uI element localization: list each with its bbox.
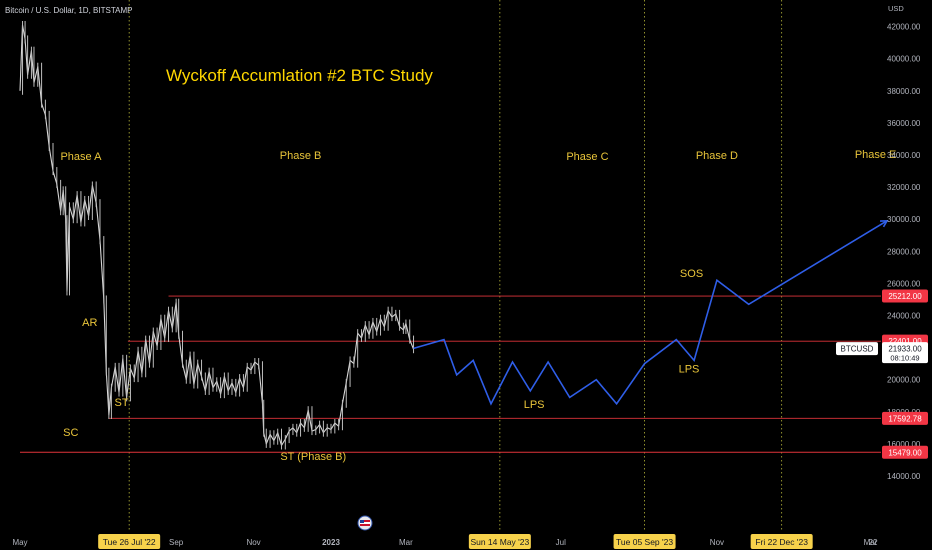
date-badge <box>98 534 161 549</box>
wyckoff-annotation: ST (Phase B) <box>280 451 346 463</box>
date-badge <box>468 534 531 549</box>
y-tick-label: 32000.00 <box>887 183 921 192</box>
projection-series <box>413 219 889 406</box>
phase-label: Phase E <box>855 149 897 161</box>
y-tick-label: 36000.00 <box>887 119 921 128</box>
chart-title: Wyckoff Accumlation #2 BTC Study <box>166 66 433 85</box>
vertical-markers <box>128 0 783 531</box>
level-badge <box>882 289 928 303</box>
x-tick-label: Nov <box>710 538 724 547</box>
wyckoff-annotation: LPS <box>524 399 545 411</box>
date-badge-label: Fri 22 Dec '23 <box>755 537 808 547</box>
y-tick-label: 20000.00 <box>887 376 921 385</box>
wyckoff-annotation: SOS <box>680 268 703 280</box>
wyckoff-annotation: LPS <box>679 363 700 375</box>
date-badge-label: Tue 26 Jul '22 <box>103 537 156 547</box>
phase-label: Phase A <box>60 151 102 163</box>
x-tick-label: Nov <box>246 538 260 547</box>
annotations: Phase A Phase B Phase C Phase D Phase E AR ST S… <box>60 149 896 463</box>
x-tick-label: 2023 <box>322 538 340 547</box>
projection-line <box>413 220 888 406</box>
wyckoff-annotation: ST <box>115 397 129 409</box>
flag-icon[interactable] <box>357 515 373 531</box>
phase-label: Phase D <box>696 150 738 162</box>
price-line <box>19 24 415 447</box>
wyckoff-annotation: SC <box>63 427 78 439</box>
x-tick-label: Mar <box>399 538 413 547</box>
x-tick-label: Sep <box>169 538 184 547</box>
y-tick-label: 38000.00 <box>887 87 921 96</box>
level-badge-label: 25212.00 <box>888 292 922 301</box>
axis-badges: 25212.00 22401.00 17592.78 15479.00 BTCUSD 21… <box>98 289 928 549</box>
date-badge-label: Tue 05 Sep '23 <box>616 537 673 547</box>
price-badge-countdown: 08:10:49 <box>890 354 919 363</box>
level-badge-label: 15479.00 <box>888 448 922 457</box>
level-badge <box>882 445 928 459</box>
date-badge-label: Sun 14 May '23 <box>470 537 529 547</box>
y-tick-label: 30000.00 <box>887 215 921 224</box>
x-tick-label: Jul <box>556 538 566 547</box>
x-tick-label: 22 <box>869 538 878 547</box>
date-badge <box>613 534 676 549</box>
y-tick-label: 24000.00 <box>887 312 921 321</box>
y-tick-label: 16000.00 <box>887 440 921 449</box>
date-badge <box>750 534 813 549</box>
price-badge-value: 21933.00 <box>888 345 922 354</box>
phase-label: Phase C <box>566 151 608 163</box>
level-badge <box>882 411 928 425</box>
level-badge-label: 17592.78 <box>888 414 922 423</box>
projection-arrowhead <box>880 219 889 228</box>
y-tick-label: 42000.00 <box>887 23 921 32</box>
y-tick-label: 14000.00 <box>887 472 921 481</box>
symbol-badge-label: BTCUSD <box>841 345 874 354</box>
y-tick-label: 34000.00 <box>887 151 921 160</box>
wyckoff-annotation: AR <box>82 317 97 329</box>
symbol-header: Bitcoin / U.S. Dollar, 1D, BITSTAMP <box>5 6 132 15</box>
y-tick-label: 40000.00 <box>887 55 921 64</box>
symbol-badge <box>836 342 878 356</box>
price-series <box>19 20 415 450</box>
x-tick-label: Mar <box>864 538 878 547</box>
x-tick-label: May <box>12 538 27 547</box>
y-tick-label: 26000.00 <box>887 279 921 288</box>
y-tick-label: 28000.00 <box>887 247 921 256</box>
phase-label: Phase B <box>280 150 322 162</box>
currency-label: USD <box>888 4 904 13</box>
price-badge <box>882 342 928 364</box>
level-badge-label: 22401.00 <box>888 337 922 346</box>
horizontal-levels <box>20 295 881 453</box>
